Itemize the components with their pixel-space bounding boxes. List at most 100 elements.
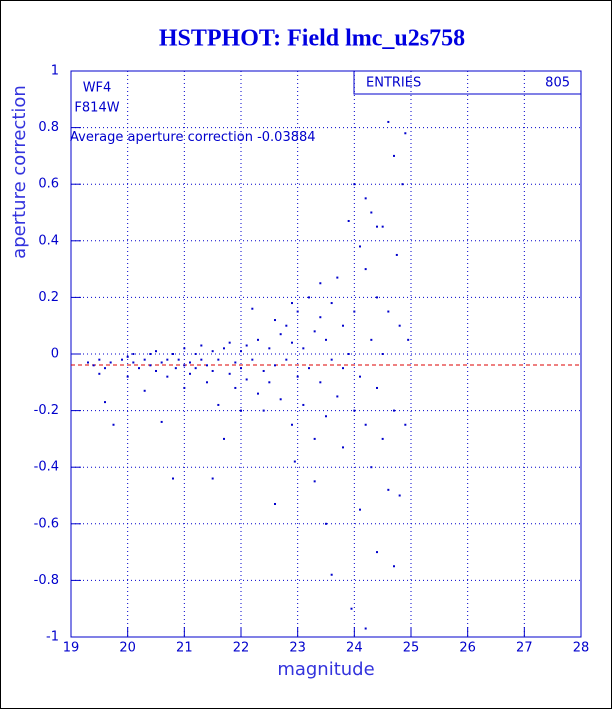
point (285, 358, 288, 361)
point (211, 350, 214, 353)
x-tick-label: 21 (176, 641, 193, 656)
point (234, 361, 237, 364)
point (200, 344, 203, 347)
x-tick-label: 19 (63, 641, 80, 656)
point (376, 551, 378, 554)
point (376, 225, 378, 228)
point (149, 364, 152, 367)
point (194, 367, 197, 370)
point (109, 361, 112, 364)
point (285, 324, 288, 327)
point (387, 488, 390, 491)
x-tick-label: 22 (233, 641, 250, 656)
average-text: Average aperture correction -0.03884 (70, 130, 316, 145)
point (166, 375, 169, 378)
point (330, 358, 333, 361)
point (155, 350, 157, 353)
average-value: -0.03884 (257, 130, 315, 145)
point (404, 132, 407, 135)
point (200, 358, 203, 361)
point (104, 401, 106, 404)
point (313, 330, 316, 333)
point (149, 353, 152, 355)
point (381, 437, 384, 440)
point (143, 358, 146, 361)
y-tick-label: -0.6 (34, 516, 59, 531)
point (364, 268, 367, 271)
stats-value: 805 (545, 76, 570, 91)
y-tick-label: -0.2 (34, 403, 59, 418)
point (172, 353, 174, 355)
x-tick-label: 28 (573, 641, 590, 656)
x-tick-label: 23 (289, 641, 306, 656)
point (401, 183, 404, 186)
point (189, 361, 191, 364)
point (98, 358, 101, 361)
point (325, 338, 327, 341)
x-tick-label: 24 (346, 641, 363, 656)
point (160, 420, 163, 423)
point (279, 333, 282, 336)
point (240, 409, 242, 412)
y-tick-label: 0.8 (38, 120, 59, 135)
point (359, 245, 361, 248)
point (342, 446, 344, 449)
x-tick-label: 27 (516, 641, 533, 656)
point (370, 211, 373, 214)
note: F814W (74, 101, 119, 116)
point (183, 386, 186, 389)
point (302, 347, 305, 350)
point (364, 197, 367, 200)
point (330, 573, 333, 576)
point (268, 381, 271, 384)
point (251, 307, 254, 310)
point (319, 316, 322, 319)
point (138, 367, 140, 370)
point (262, 369, 265, 372)
point (393, 565, 395, 568)
y-tick-label: 0 (51, 347, 59, 362)
point (126, 355, 129, 358)
point (217, 403, 220, 406)
average-label: Average aperture correction (70, 130, 253, 145)
point (376, 386, 378, 389)
point (330, 302, 333, 305)
point (177, 358, 180, 361)
point (183, 347, 186, 350)
point (268, 347, 271, 350)
point (302, 403, 305, 406)
point (228, 372, 231, 375)
point (293, 460, 296, 463)
y-tick-label: 0.6 (38, 177, 59, 192)
point (189, 372, 191, 375)
point (291, 302, 293, 305)
point (223, 347, 225, 350)
point (353, 409, 356, 412)
y-tick-label: -1 (46, 630, 59, 645)
point (279, 398, 282, 401)
point (308, 296, 310, 299)
point (381, 353, 384, 355)
point (353, 183, 356, 186)
point (251, 358, 254, 361)
point (291, 423, 293, 426)
x-axis-title: magnitude (277, 659, 374, 680)
point (274, 364, 276, 367)
point (183, 364, 186, 367)
point (395, 253, 398, 256)
point (245, 378, 248, 381)
point (211, 477, 214, 480)
point (160, 361, 163, 364)
point (347, 219, 350, 222)
y-tick-label: 0.2 (38, 290, 59, 305)
point (359, 508, 361, 511)
chart-title: HSTPHOT: Field lmc_u2s758 (159, 26, 465, 52)
point (257, 392, 259, 395)
point (353, 310, 356, 313)
point (217, 358, 220, 361)
point (245, 344, 248, 347)
point (342, 367, 344, 370)
x-tick-label: 20 (119, 641, 136, 656)
point (223, 437, 225, 440)
